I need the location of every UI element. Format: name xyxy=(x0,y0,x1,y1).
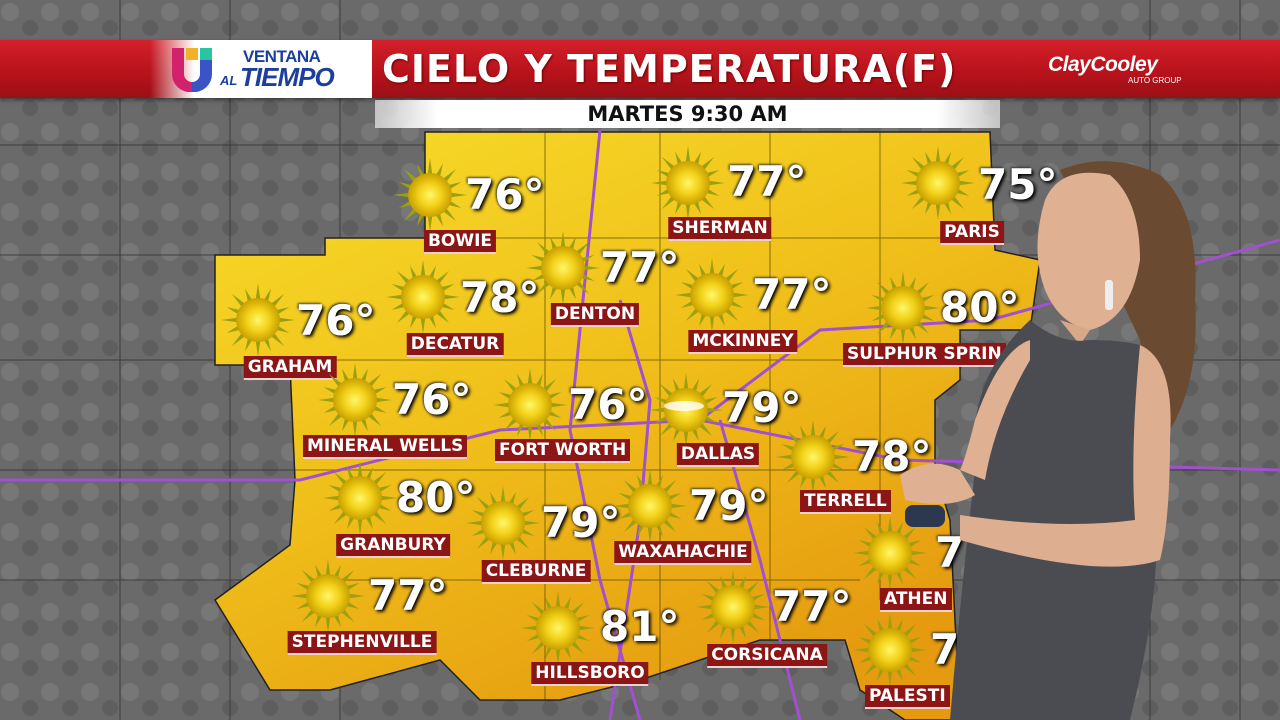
city-name: DALLAS xyxy=(676,443,760,467)
sun-icon xyxy=(290,558,366,634)
city-temperature: 79° xyxy=(689,481,769,530)
city-name: WAXAHACHIE xyxy=(614,541,752,565)
sun-icon xyxy=(612,468,688,544)
city-name: STEPHENVILLE xyxy=(287,631,437,655)
univision-logo xyxy=(171,48,213,92)
sun-icon xyxy=(695,569,771,645)
city-name: DENTON xyxy=(550,303,640,327)
city-temperature: 81° xyxy=(600,602,680,651)
sun-icon xyxy=(900,145,976,221)
city-name: HILLSBORO xyxy=(531,662,649,686)
sun-icon xyxy=(317,362,393,438)
city-temperature: 78° xyxy=(460,273,540,322)
city-name: FORT WORTH xyxy=(495,439,631,463)
sponsor-subtitle: AUTO GROUP xyxy=(1128,76,1182,85)
page-title: CIELO Y TEMPERATURA(F) xyxy=(382,47,957,91)
city-temperature: 75° xyxy=(978,160,1058,209)
city-temperature: 79° xyxy=(722,383,802,432)
city-temperature: 76° xyxy=(296,296,376,345)
logo-text-ventana: VENTANA xyxy=(243,47,321,66)
time-bar: MARTES 9:30 AM xyxy=(375,100,1000,128)
sun-icon xyxy=(465,485,541,561)
sun-icon xyxy=(852,515,928,591)
mostly-sunny-icon xyxy=(648,372,724,448)
city-name: ATHEN xyxy=(880,588,952,612)
city-name: SHERMAN xyxy=(668,217,772,241)
city-temperature: 78° xyxy=(852,432,932,481)
sun-icon xyxy=(852,612,928,688)
city-temperature: 77° xyxy=(600,243,680,292)
sun-icon xyxy=(775,419,851,495)
city-name: GRAHAM xyxy=(243,356,337,380)
city-name: MCKINNEY xyxy=(688,330,798,354)
city-temperature: 80° xyxy=(396,473,476,522)
city-temperature: 76° xyxy=(465,170,545,219)
city-name: SULPHUR SPRIN xyxy=(843,343,1006,367)
city-temperature: 76° xyxy=(568,380,648,429)
sun-icon xyxy=(392,157,468,233)
city-name: CLEBURNE xyxy=(481,560,591,584)
city-name: GRANBURY xyxy=(336,534,450,558)
city-name: BOWIE xyxy=(423,230,497,254)
sponsor-logo: ClayCooley xyxy=(1048,53,1158,76)
forecast-time: MARTES 9:30 AM xyxy=(587,102,788,126)
sun-icon xyxy=(520,590,596,666)
sun-icon xyxy=(525,230,601,306)
sun-icon xyxy=(674,257,750,333)
city-temperature: 80° xyxy=(940,283,1020,332)
city-temperature: 7 xyxy=(930,625,960,674)
sun-icon xyxy=(220,282,296,358)
city-name: TERRELL xyxy=(800,490,891,514)
city-temperature: 7 xyxy=(935,528,965,577)
city-name: PALESTI xyxy=(865,685,950,709)
city-temperature: 76° xyxy=(392,375,472,424)
city-temperature: 77° xyxy=(752,270,832,319)
city-temperature: 77° xyxy=(727,157,807,206)
city-name: MINERAL WELLS xyxy=(303,435,468,459)
city-name: PARIS xyxy=(940,221,1004,245)
logo-text-al: AL xyxy=(220,73,238,88)
city-temperature: 79° xyxy=(541,498,621,547)
logo-text-tiempo: TIEMPO xyxy=(240,62,335,92)
sun-icon xyxy=(650,145,726,221)
city-name: CORSICANA xyxy=(707,644,827,668)
sun-icon xyxy=(385,259,461,335)
sun-icon xyxy=(322,460,398,536)
city-name: DECATUR xyxy=(406,333,504,357)
sun-icon xyxy=(492,367,568,443)
sun-icon xyxy=(865,270,941,346)
city-temperature: 77° xyxy=(772,582,852,631)
city-temperature: 77° xyxy=(368,571,448,620)
